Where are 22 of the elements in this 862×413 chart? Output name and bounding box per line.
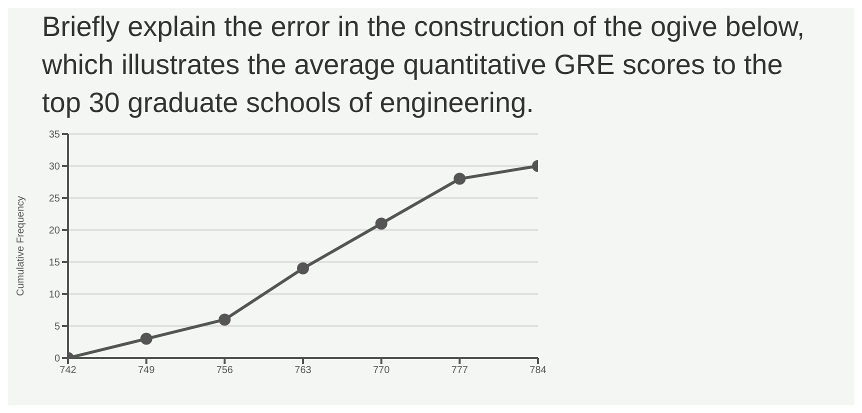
y-tick-label: 20: [48, 226, 60, 237]
y-tick-label: 15: [48, 258, 60, 269]
x-tick-label: 777: [451, 365, 468, 376]
point: [375, 218, 388, 230]
point: [218, 314, 231, 326]
x-tick-label: 742: [60, 365, 77, 376]
y-tick-label: 5: [54, 322, 60, 333]
point: [297, 262, 309, 274]
point: [140, 332, 152, 345]
y-tick-label: 35: [48, 130, 60, 141]
y-tick-label: 25: [48, 194, 60, 205]
chart-title: Briefly explain the error in the construction of the ogive below, which illustrates the average quantitative GRE scores to the top 30 graduate schools of engineering.: [41, 10, 806, 120]
x-tick-label: 749: [138, 365, 156, 376]
y-axis-title: Cumulative Frequency: [16, 196, 27, 296]
x-tick-label: 784: [530, 365, 547, 376]
y-tick-label: 10: [48, 290, 60, 301]
x-tick-label: 756: [216, 365, 234, 376]
y-tick-label: 0: [54, 354, 60, 365]
x-tick-label: 763: [294, 365, 312, 376]
point: [454, 172, 466, 185]
x-tick-label: 770: [372, 365, 390, 376]
y-tick-label: 30: [48, 162, 60, 173]
